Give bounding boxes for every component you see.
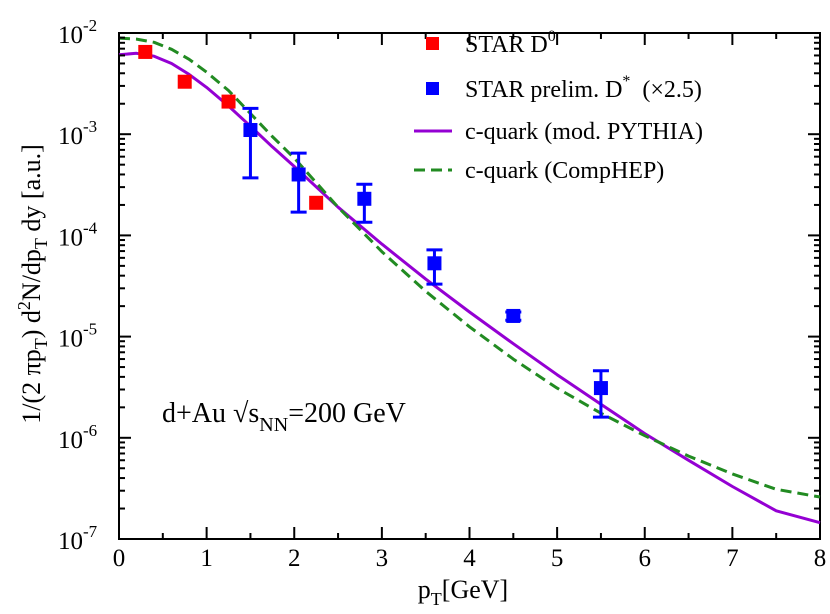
curves [118, 36, 821, 525]
data-point-dstar [506, 308, 521, 323]
collision-annotation: d+Au √sNN=200 GeV [162, 398, 406, 436]
x-tick-label: 8 [814, 545, 827, 572]
plot-frame [118, 32, 821, 540]
y-tick-label: 10-7 [58, 522, 98, 555]
legend: STAR D0 STAR prelim. D* (×2.5) c-quark (… [414, 28, 703, 184]
data-point-d0 [177, 74, 192, 89]
x-tick-label: 5 [551, 545, 564, 572]
legend-item-comphep: c-quark (CompHEP) [414, 158, 664, 184]
x-tick-label: 2 [288, 545, 301, 572]
x-tick-label: 6 [639, 545, 652, 572]
data-point-dstar [291, 167, 306, 182]
data-point-dstar [357, 191, 372, 206]
y-tick-label: 10-4 [58, 218, 98, 251]
x-tick-label: 1 [200, 545, 213, 572]
legend-item-star-dstar: STAR prelim. D* (×2.5) [426, 73, 702, 103]
data-point-dstar [243, 123, 258, 138]
y-tick-label: 10-6 [58, 421, 97, 454]
legend-item-star-d0: STAR D0 [426, 28, 556, 58]
data-point-d0 [309, 195, 324, 210]
data-point-dstar [593, 381, 608, 396]
y-tick-label: 10-3 [58, 117, 97, 150]
y-tick-label: 10-2 [58, 16, 97, 49]
legend-label-pythia: c-quark (mod. PYTHIA) [465, 119, 703, 145]
x-axis-title: pT[GeV] [418, 575, 508, 609]
comphep-curve [118, 36, 821, 499]
x-tick-label: 3 [376, 545, 389, 572]
data-point-d0 [221, 94, 236, 109]
x-tick-label: 0 [113, 545, 126, 572]
data-point-d0 [138, 44, 153, 59]
markers [138, 44, 609, 419]
x-tick-label: 7 [726, 545, 739, 572]
pythia-curve [118, 51, 821, 525]
data-point-dstar [427, 256, 442, 271]
legend-label-comphep: c-quark (CompHEP) [465, 158, 664, 184]
legend-marker-red-square [426, 37, 439, 50]
legend-marker-blue-square [426, 82, 439, 95]
y-axis-title: 1/(2 πpT) d2N/dpT dy [a.u.] [14, 144, 51, 424]
ticks: 0 1 2 3 4 5 6 7 8 10-7 10-6 10-5 10-4 10-3 10-2 [58, 16, 826, 572]
x-tick-label: 4 [463, 545, 476, 572]
legend-item-pythia: c-quark (mod. PYTHIA) [414, 119, 703, 145]
plot-area-frame [118, 32, 821, 540]
legend-label-star-d0: STAR D0 [465, 28, 556, 58]
y-tick-label: 10-5 [58, 320, 97, 353]
legend-label-star-dstar: STAR prelim. D* (×2.5) [465, 73, 702, 103]
